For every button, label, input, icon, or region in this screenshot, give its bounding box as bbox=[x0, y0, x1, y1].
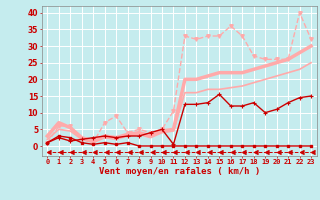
X-axis label: Vent moyen/en rafales ( km/h ): Vent moyen/en rafales ( km/h ) bbox=[99, 167, 260, 176]
